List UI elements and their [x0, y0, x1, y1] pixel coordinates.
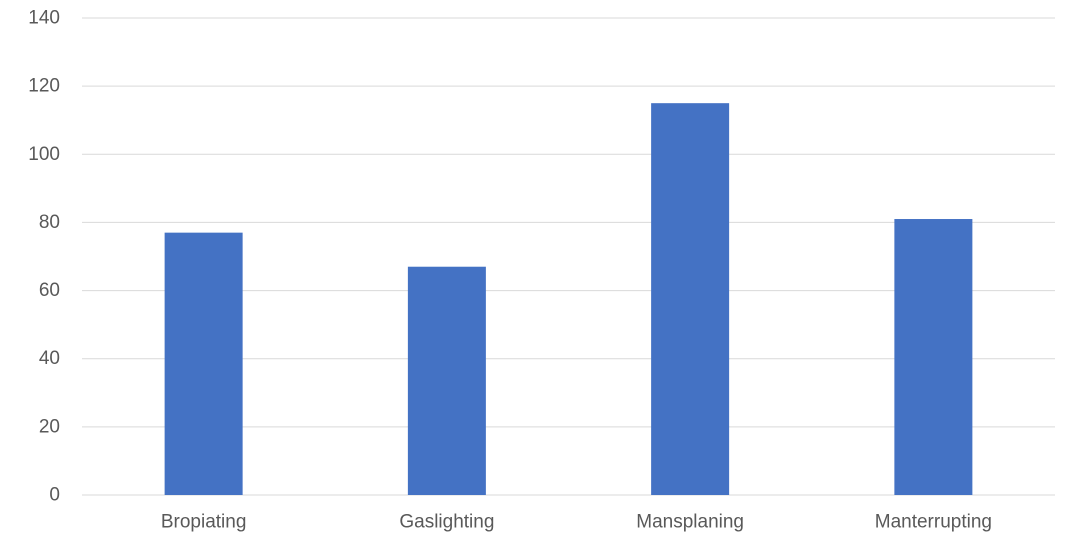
x-axis-category-labels: Bropiating Gaslighting Mansplaning Manterru…	[161, 512, 992, 533]
bars	[164, 103, 973, 495]
y-tick-label: 120	[28, 76, 60, 97]
y-tick-label: 40	[39, 348, 60, 369]
bar-manterrupting	[894, 219, 973, 495]
bar-gaslighting	[407, 266, 486, 495]
y-tick-label: 0	[49, 485, 60, 506]
bar-bropiating	[164, 232, 243, 495]
y-axis-tick-labels: 0 20 40 60 80 100 120 140	[28, 8, 60, 506]
y-tick-label: 140	[28, 8, 60, 29]
x-tick-label: Gaslighting	[399, 512, 494, 533]
gridlines	[82, 17, 1055, 496]
bar-mansplaning	[651, 103, 730, 495]
x-tick-label: Bropiating	[161, 512, 247, 533]
x-tick-label: Manterrupting	[875, 512, 992, 533]
x-tick-label: Mansplaning	[636, 512, 744, 533]
y-tick-label: 100	[28, 144, 60, 165]
y-tick-label: 80	[39, 212, 60, 233]
y-tick-label: 60	[39, 280, 60, 301]
y-tick-label: 20	[39, 416, 60, 437]
